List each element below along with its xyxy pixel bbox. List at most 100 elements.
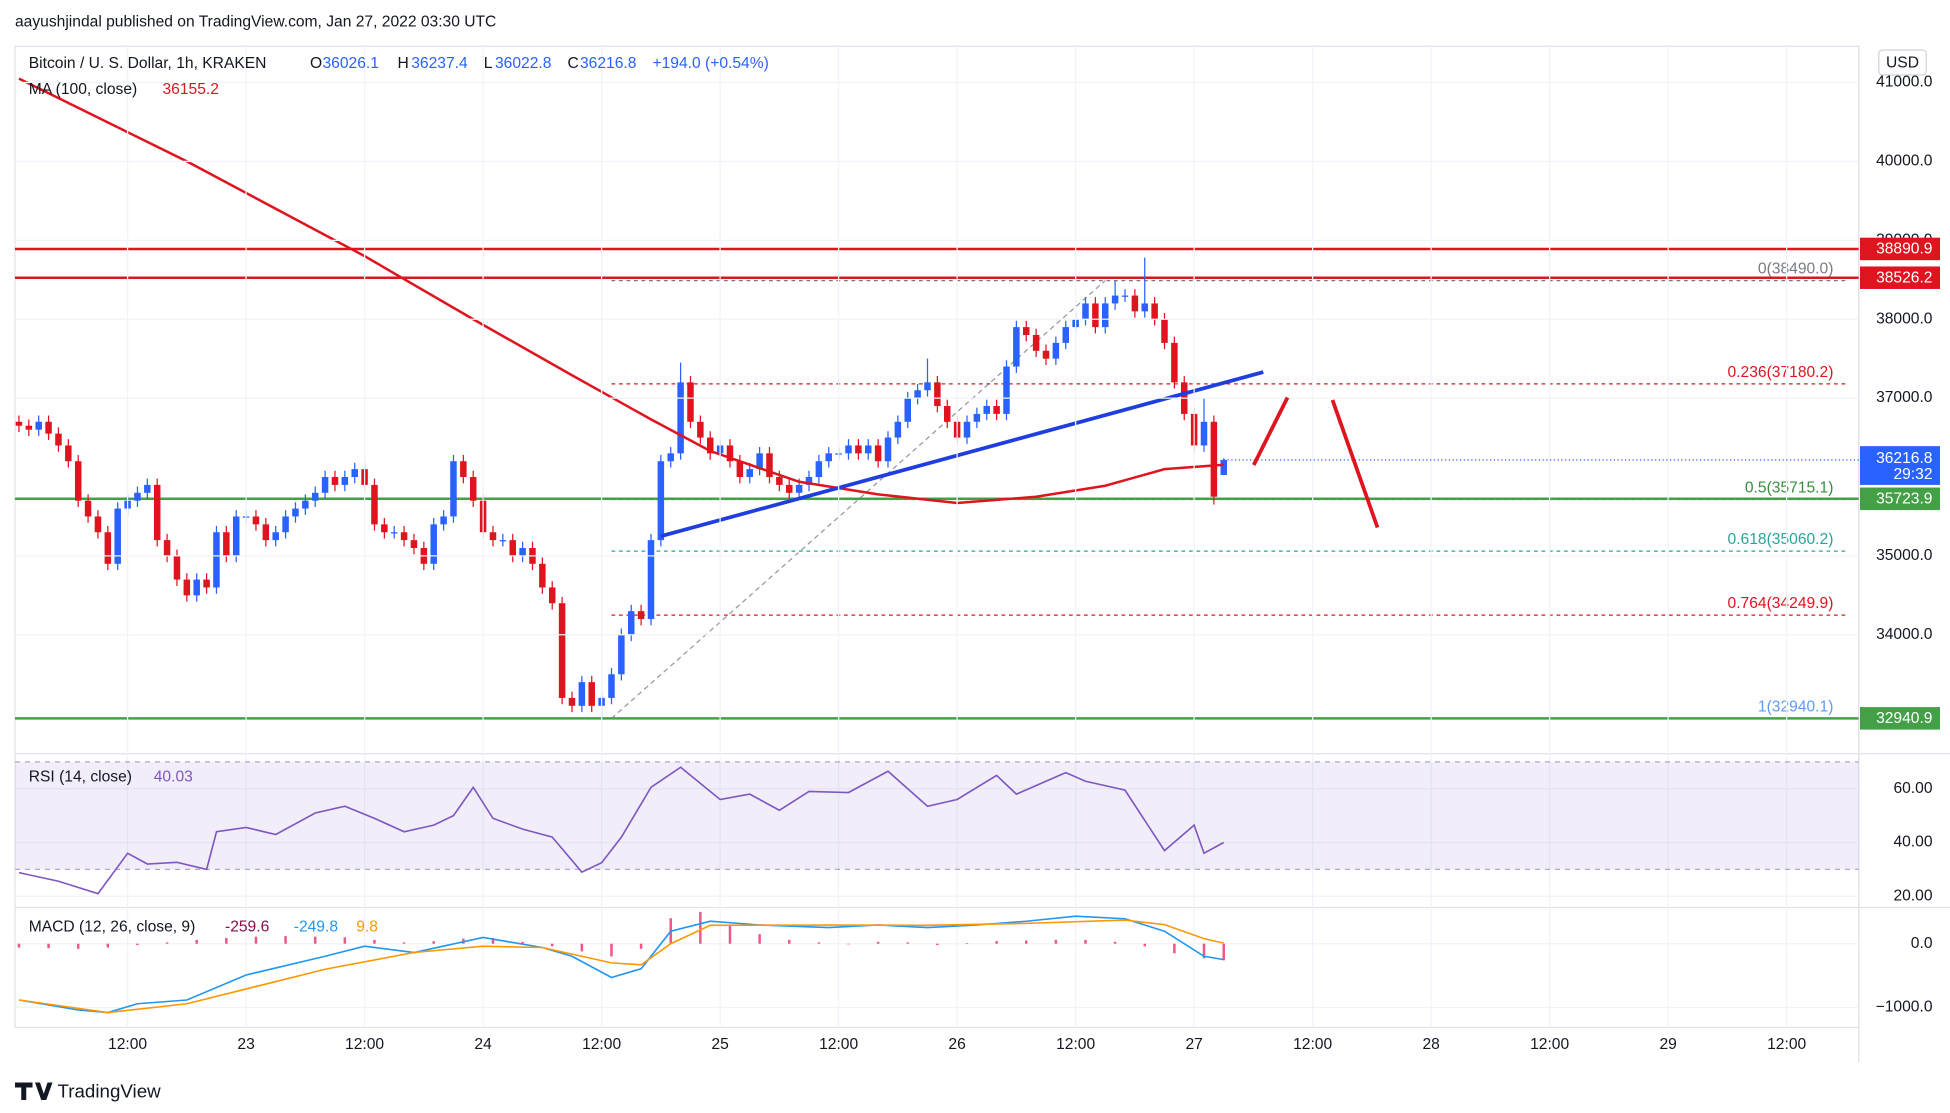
- candle-body: [45, 421, 52, 434]
- candle-body: [509, 540, 516, 556]
- ohlc-letter: C: [568, 55, 579, 72]
- indicator-panes: [15, 46, 1859, 1028]
- rsi-name: RSI (14, close): [29, 769, 132, 786]
- byline: aayushjindal published on TradingView.co…: [15, 14, 496, 31]
- candle-body: [993, 406, 1000, 414]
- price-tag: [1860, 487, 1940, 511]
- macd-histogram-bar: [1173, 943, 1176, 954]
- candle-body: [272, 532, 279, 541]
- candle-body: [1003, 366, 1010, 414]
- candle-body: [1082, 303, 1089, 320]
- candle-body: [983, 406, 990, 414]
- ohlc-value: 36237.4: [411, 55, 468, 72]
- candle-body: [1171, 342, 1178, 383]
- trendline: [660, 370, 1264, 538]
- price-tag: [1860, 266, 1940, 289]
- price-tag: [1860, 446, 1940, 485]
- price-tag-label: 38890.9: [1876, 241, 1932, 258]
- brand: TradingView: [58, 1080, 162, 1101]
- x-tick-label: 23: [237, 1036, 254, 1053]
- candle-body: [1111, 295, 1119, 304]
- candle-body: [15, 421, 23, 426]
- candle-body: [1013, 327, 1020, 367]
- macd-histogram-bar: [17, 943, 21, 948]
- y-tick-label: 40000.0: [1876, 153, 1933, 170]
- macd-histogram-bar: [343, 937, 347, 944]
- candle-body: [114, 508, 121, 564]
- macd-histogram-bar: [165, 942, 169, 944]
- macd-histogram-bar: [1084, 939, 1087, 944]
- price-tag-label: 32940.9: [1876, 710, 1932, 727]
- candle-body: [539, 563, 546, 588]
- price-tag: [1860, 707, 1940, 730]
- candle-body: [1151, 303, 1158, 320]
- macd-histogram-bar: [254, 936, 258, 944]
- macd-name: MACD (12, 26, close, 9): [29, 919, 196, 936]
- macd-histogram-bar: [728, 924, 732, 944]
- candle-body: [262, 524, 270, 541]
- candle-body: [924, 382, 931, 391]
- macd-histogram-bar: [610, 943, 613, 957]
- candle-body: [697, 421, 704, 438]
- macd-histogram-bar: [847, 943, 850, 945]
- macd-histogram-bar: [906, 942, 909, 944]
- candle-body: [568, 697, 576, 706]
- y-tick-label: 41000.0: [1876, 74, 1933, 91]
- candle-body: [795, 484, 803, 493]
- macd-histogram-bar: [580, 943, 584, 952]
- candle-body: [321, 477, 329, 493]
- candle-body: [173, 555, 181, 580]
- candle-body: [460, 461, 467, 478]
- candle-body: [94, 516, 102, 533]
- candle-body: [864, 445, 872, 454]
- candle-body: [144, 484, 151, 493]
- main-pane: 0(38490.0) 0.236(37180.2) 0.5(35715.1) 0.61…: [15, 77, 1859, 720]
- candle-body: [1210, 421, 1218, 497]
- macd-histogram-bar: [1143, 943, 1147, 947]
- candle-body: [894, 421, 902, 438]
- candle-body: [608, 674, 615, 698]
- candle-body: [390, 532, 398, 534]
- x-tick-label: 24: [474, 1036, 492, 1053]
- candle-body: [450, 461, 457, 517]
- candle-body: [785, 484, 793, 493]
- candle-body: [1022, 327, 1030, 336]
- axes: 12:00 23 12:00 24 12:00 25 12:00 26 12:00 27 12:00…: [108, 74, 1940, 1053]
- macd-histogram-bar: [1054, 939, 1058, 944]
- candle-body: [440, 516, 447, 525]
- change: +194.0 (+0.54%): [653, 55, 769, 72]
- candle-body: [1161, 319, 1168, 343]
- macd-histogram-bar: [876, 941, 880, 944]
- currency-box: [1878, 49, 1927, 76]
- candle-body: [825, 453, 832, 462]
- candle-body: [489, 532, 497, 541]
- candle-body: [588, 682, 595, 706]
- macd-histogram-bar: [758, 934, 761, 944]
- macd-histogram-bar: [965, 943, 969, 944]
- macd-histogram-bar: [521, 941, 524, 944]
- candle-body: [618, 634, 625, 675]
- macd-histogram-bar: [817, 942, 821, 944]
- price-tag-label: 38526.2: [1876, 269, 1932, 286]
- candle-body: [914, 390, 921, 399]
- brand-logo: [15, 1082, 53, 1100]
- ohlc-letter: H: [398, 55, 409, 72]
- candle-body: [232, 516, 240, 556]
- rsi-line: [18, 766, 1225, 895]
- candle-body: [963, 421, 971, 438]
- y-tick-label: 35000.0: [1876, 547, 1933, 564]
- macd-histogram-bar: [550, 943, 554, 947]
- candle-body: [1200, 421, 1208, 446]
- countdown: 29:32: [1893, 466, 1932, 483]
- price-tag-label: 35723.9: [1876, 491, 1932, 508]
- candle-body: [627, 611, 635, 635]
- signal-value: 9.8: [356, 919, 378, 936]
- candle-body: [203, 579, 210, 588]
- candle-body: [756, 453, 763, 470]
- candle-body: [884, 437, 892, 462]
- macd-histogram-bar: [106, 943, 110, 948]
- y-tick-label: −1000.0: [1876, 999, 1933, 1016]
- candle-body: [292, 508, 299, 517]
- x-tick-label: 12:00: [582, 1036, 621, 1053]
- rsi-band: [15, 761, 1859, 870]
